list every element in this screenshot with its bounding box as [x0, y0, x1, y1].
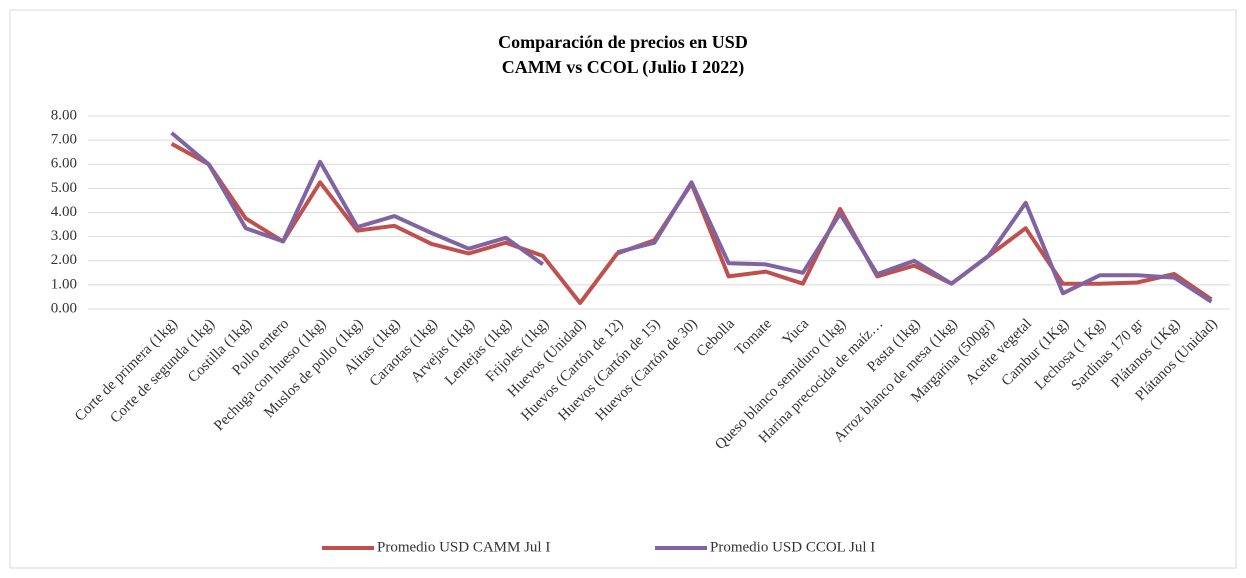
series-line	[170, 131, 1213, 304]
y-tick-label: 7.00	[51, 132, 77, 148]
y-tick-label: 2.00	[51, 252, 77, 268]
y-tick-label: 4.00	[51, 204, 77, 220]
legend-label: Promedio USD CCOL Jul I	[710, 539, 875, 555]
y-tick-label: 8.00	[51, 107, 77, 123]
chart-title: Comparación de precios en USD	[498, 32, 748, 52]
y-tick-label: 6.00	[51, 156, 77, 172]
y-tick-label: 5.00	[51, 180, 77, 196]
y-tick-label: 0.00	[51, 300, 77, 316]
chart-subtitle: CAMM vs CCOL (Julio I 2022)	[502, 57, 745, 78]
y-tick-label: 3.00	[51, 228, 77, 244]
chart-border	[9, 9, 1237, 569]
legend-label: Promedio USD CAMM Jul I	[377, 539, 550, 555]
y-tick-label: 1.00	[51, 276, 77, 292]
